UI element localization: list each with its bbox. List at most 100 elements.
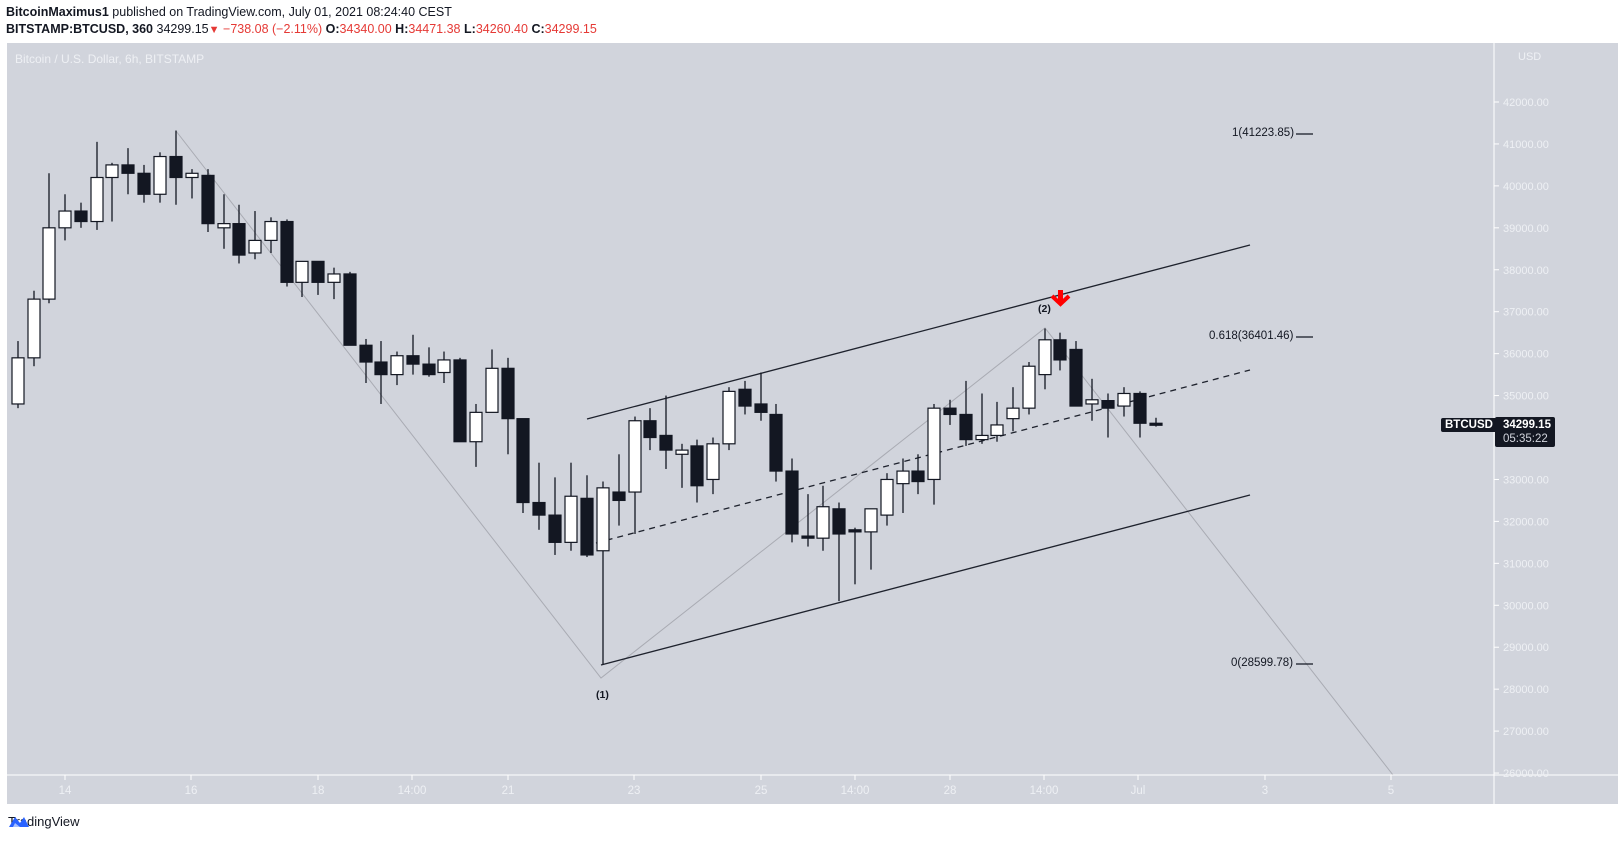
chart-title: Bitcoin / U.S. Dollar, 6h, BITSTAMP	[15, 52, 205, 66]
candle	[643, 408, 657, 451]
down-triangle-icon: ▼	[208, 24, 220, 36]
candle	[1117, 387, 1131, 417]
time-tick-label: 14	[59, 785, 72, 797]
price-tick-label: 39000.00	[1503, 223, 1549, 235]
candle	[374, 341, 388, 404]
price-tick-label: 42000.00	[1503, 97, 1549, 109]
price-tick-label: 38000.00	[1503, 265, 1549, 277]
time-tick-label: 28	[944, 785, 957, 797]
author-name: BitcoinMaximus1	[6, 5, 109, 19]
last-price: 34299.15	[156, 22, 209, 36]
channel-upper-line	[586, 244, 1251, 420]
candle	[769, 403, 783, 482]
published-text: published on TradingView.com, July 01, 2…	[112, 5, 452, 19]
chart-area[interactable]	[7, 43, 1618, 804]
price-tick-label: 33000.00	[1503, 474, 1549, 486]
candle	[280, 219, 294, 287]
fib-label-0: 0(28599.78)	[1231, 657, 1294, 669]
symbol-name: BITSTAMP:BTCUSD, 360	[6, 22, 154, 36]
time-tick-label: 23	[628, 785, 641, 797]
candle	[706, 437, 720, 495]
price-tick-label: 41000.00	[1503, 139, 1549, 151]
candle	[1149, 417, 1163, 427]
candle	[501, 357, 515, 455]
time-tick-label: 14:00	[1030, 785, 1059, 797]
candle	[42, 173, 56, 304]
price-tick-label: 31000.00	[1503, 558, 1549, 570]
candle	[217, 194, 231, 249]
candle	[675, 443, 689, 488]
price-tick-label: 35000.00	[1503, 391, 1549, 403]
candle	[943, 399, 957, 425]
candle	[11, 341, 25, 409]
time-tick-label: 3	[1262, 785, 1268, 797]
candle	[816, 485, 830, 551]
price-tick-label: 36000.00	[1503, 349, 1549, 361]
candle	[327, 267, 341, 300]
candle	[690, 439, 704, 503]
candle	[1133, 391, 1147, 438]
candle	[896, 458, 910, 514]
candle	[864, 508, 878, 570]
candle	[596, 481, 610, 664]
candle	[1069, 341, 1083, 407]
candle	[738, 380, 752, 415]
candle	[1085, 378, 1099, 421]
open-value: 34340.00	[339, 22, 392, 36]
wave-label-2: (2)	[1038, 303, 1051, 315]
candle	[248, 211, 262, 260]
candle	[105, 162, 119, 222]
candle	[201, 169, 215, 233]
time-axis[interactable]: 14 16 18 14:00 21 23 25 14:00 28 14:00 Jul 3 5	[59, 775, 1395, 797]
candle	[437, 351, 451, 383]
candle	[1038, 328, 1052, 390]
candle	[548, 477, 562, 555]
candle	[1022, 362, 1036, 415]
candle	[27, 290, 41, 367]
candle	[832, 502, 846, 602]
time-tick-label: 18	[312, 785, 325, 797]
candle	[153, 152, 167, 203]
candle	[785, 458, 799, 543]
usd-label: USD	[1518, 51, 1542, 63]
fib-label-0618: 0.618(36401.46)	[1209, 330, 1294, 342]
candle	[659, 395, 673, 469]
candle	[469, 403, 483, 467]
candle	[880, 473, 894, 526]
time-tick-label: 5	[1388, 785, 1394, 797]
candle	[185, 169, 199, 199]
candle	[1101, 393, 1115, 438]
time-tick-label: 14:00	[841, 785, 870, 797]
last-price-label: 34299.15	[1503, 419, 1551, 431]
fib-label-1: 1(41223.85)	[1232, 127, 1295, 139]
price-tick-label: 26000.00	[1503, 768, 1549, 780]
candle	[532, 462, 546, 530]
price-tick-label: 37000.00	[1503, 307, 1549, 319]
bar-countdown: 05:35:22	[1503, 433, 1548, 445]
candle	[74, 202, 88, 228]
price-tick-label: 30000.00	[1503, 600, 1549, 612]
candle	[990, 401, 1004, 442]
last-price-box: 34299.15 05:35:22	[1495, 417, 1555, 447]
candle	[580, 475, 594, 558]
candle	[927, 403, 941, 505]
time-tick-label: 14:00	[398, 785, 427, 797]
low-value: 34260.40	[475, 22, 528, 36]
fib-retracement-path	[175, 130, 1394, 776]
price-tick-label: 29000.00	[1503, 642, 1549, 654]
red-down-arrow-icon	[1050, 290, 1071, 307]
candle	[406, 334, 420, 375]
candle	[975, 393, 989, 444]
candle	[453, 357, 467, 443]
candle	[343, 271, 357, 346]
candle	[628, 416, 642, 534]
candle	[137, 164, 151, 203]
candle	[90, 141, 104, 230]
wave-label-1: (1)	[596, 689, 609, 701]
footer-brand[interactable]: TradingView	[8, 814, 80, 829]
candle	[1006, 387, 1020, 432]
price-tick-label: 27000.00	[1503, 726, 1549, 738]
candle	[564, 462, 578, 551]
price-axis[interactable]: 42000.00 41000.00 40000.00 39000.00 38000.00…	[1494, 97, 1549, 780]
